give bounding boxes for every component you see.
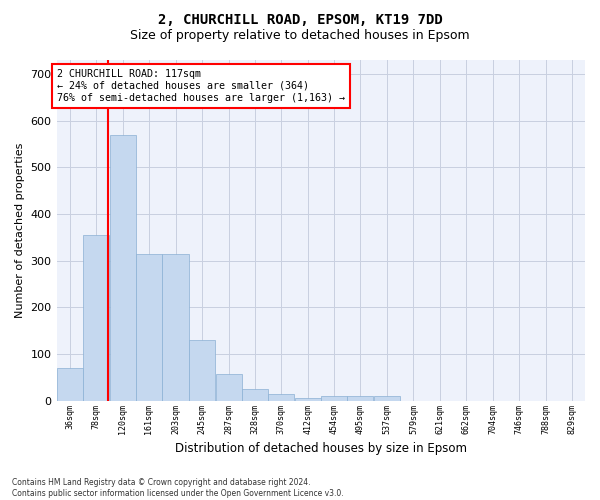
Bar [83,235,109,401]
Bar [295,398,321,401]
Text: Size of property relative to detached houses in Epsom: Size of property relative to detached ho… [130,29,470,42]
Bar [110,134,136,401]
Bar [163,254,188,401]
Text: 2 CHURCHILL ROAD: 117sqm
← 24% of detached houses are smaller (364)
76% of semi-: 2 CHURCHILL ROAD: 117sqm ← 24% of detach… [57,70,345,102]
Bar [347,396,373,401]
Bar [136,254,162,401]
X-axis label: Distribution of detached houses by size in Epsom: Distribution of detached houses by size … [175,442,467,455]
Bar [322,396,347,401]
Y-axis label: Number of detached properties: Number of detached properties [15,143,25,318]
Bar [268,394,294,401]
Bar [242,389,268,401]
Text: 2, CHURCHILL ROAD, EPSOM, KT19 7DD: 2, CHURCHILL ROAD, EPSOM, KT19 7DD [158,12,442,26]
Bar [374,396,400,401]
Bar [57,368,83,401]
Bar [215,374,242,401]
Text: Contains HM Land Registry data © Crown copyright and database right 2024.
Contai: Contains HM Land Registry data © Crown c… [12,478,344,498]
Bar [189,340,215,401]
